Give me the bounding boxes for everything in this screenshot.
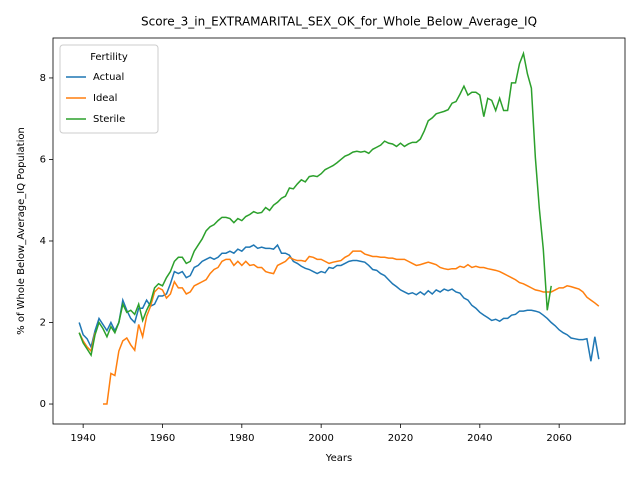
series-line: [102, 250, 600, 405]
y-tick-label: 6: [40, 154, 46, 165]
series-line: [78, 243, 600, 362]
x-tick-label: 1980: [229, 433, 254, 444]
y-tick-label: 4: [40, 236, 46, 247]
y-axis-label: % of Whole Below_Average_IQ Population: [16, 127, 27, 335]
x-tick-label: 2060: [546, 433, 571, 444]
legend-box: [59, 44, 159, 134]
plot-frame: [52, 37, 626, 425]
legend-label: Sterile: [93, 114, 125, 125]
legend-label: Actual: [93, 72, 124, 83]
legend-title: Fertility: [90, 52, 128, 63]
x-tick-label: 2020: [388, 433, 413, 444]
chart-title: Score_3_in_EXTRAMARITAL_SEX_OK_for_Whole…: [141, 15, 537, 29]
legend-label: Ideal: [93, 93, 117, 104]
y-tick-label: 8: [40, 73, 46, 84]
y-tick-label: 0: [40, 399, 46, 410]
x-tick-label: 1940: [70, 433, 95, 444]
x-tick-label: 1960: [150, 433, 175, 444]
x-tick-label: 2040: [467, 433, 492, 444]
x-tick-label: 2000: [308, 433, 333, 444]
y-tick-label: 2: [40, 318, 46, 329]
x-axis-label: Years: [325, 453, 352, 464]
series-line: [78, 50, 552, 358]
